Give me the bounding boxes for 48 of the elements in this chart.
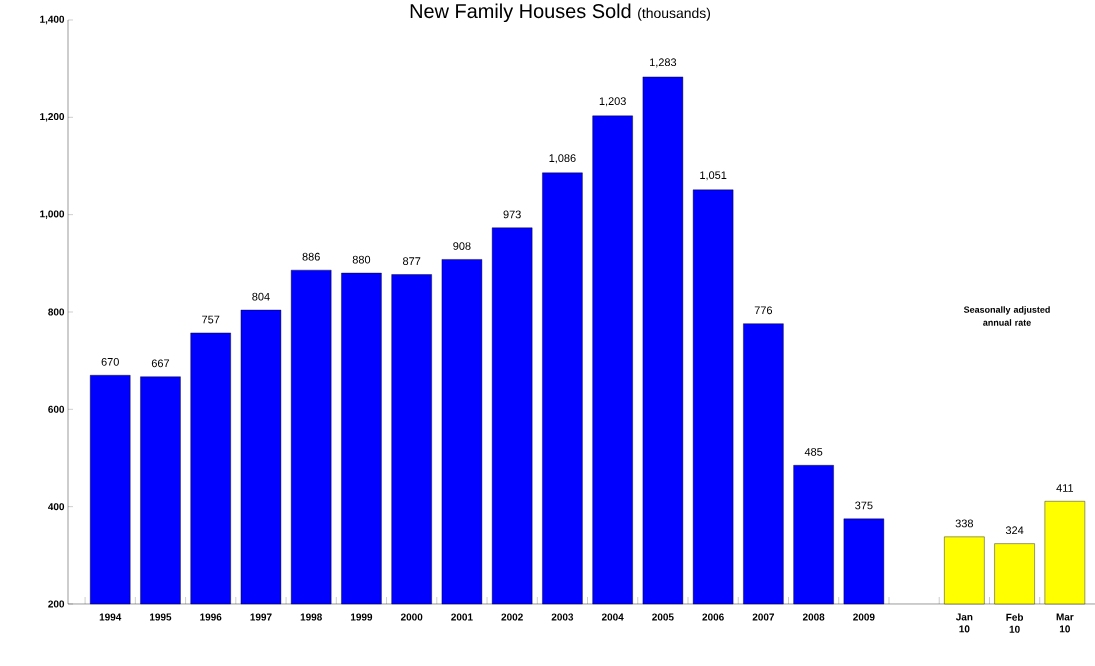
y-tick-label: 1,000: [40, 210, 65, 219]
x-tick-label: Jan 10: [955, 613, 973, 633]
data-label: 908: [453, 242, 471, 250]
data-label: 757: [202, 315, 220, 324]
x-tick-label: 2001: [451, 613, 473, 621]
annotation: Seasonally adjusted annual rate: [963, 306, 1050, 326]
data-label: 886: [302, 252, 320, 261]
x-tick-label: 1998: [300, 613, 322, 621]
x-tick-label: 1995: [150, 613, 172, 621]
data-label: 1,283: [650, 58, 677, 68]
x-tick-label: 1994: [99, 613, 122, 621]
y-tick-label: 400: [48, 503, 65, 511]
x-tick-label: 2005: [652, 613, 674, 621]
data-label: 880: [352, 255, 371, 264]
y-tick-label: 1,400: [40, 15, 65, 25]
x-tick-label: 2003: [551, 613, 574, 621]
x-tick-label: Mar 10: [1056, 613, 1074, 633]
data-label: 485: [804, 448, 823, 456]
chart-title: New Family Houses Sold: [410, 3, 631, 23]
x-tick-label: 1999: [350, 613, 373, 621]
data-label: 411: [1056, 484, 1074, 492]
data-label: 1,051: [700, 171, 727, 181]
x-tick-label: 2009: [853, 613, 875, 621]
data-label: 324: [1005, 526, 1024, 535]
y-tick-label: 800: [48, 308, 65, 316]
x-tick-label: 2000: [400, 613, 423, 621]
x-tick-label: Feb 10: [1006, 613, 1024, 633]
x-tick-label: 1997: [250, 613, 272, 621]
y-tick-label: 200: [48, 600, 65, 608]
data-label: 375: [855, 501, 873, 510]
chart-subtitle: (thousands): [638, 7, 711, 21]
x-tick-label: 2006: [702, 613, 724, 621]
y-tick-label: 600: [48, 405, 65, 413]
x-tick-label: 2008: [802, 613, 825, 621]
data-label: 667: [151, 359, 170, 368]
x-tick-label: 1996: [200, 613, 222, 621]
x-tick-label: 2007: [752, 613, 775, 621]
y-tick-label: 1,200: [40, 113, 65, 122]
x-tick-label: 2004: [601, 613, 624, 621]
data-label: 973: [503, 210, 521, 219]
data-label: 877: [403, 257, 421, 265]
data-label: 804: [252, 292, 270, 301]
data-label: 1,203: [599, 97, 626, 107]
data-label: 776: [754, 306, 773, 315]
x-tick-label: 2002: [501, 613, 523, 621]
data-label: 338: [955, 519, 974, 528]
data-label: 670: [101, 357, 119, 366]
data-label: 1,086: [549, 154, 576, 164]
